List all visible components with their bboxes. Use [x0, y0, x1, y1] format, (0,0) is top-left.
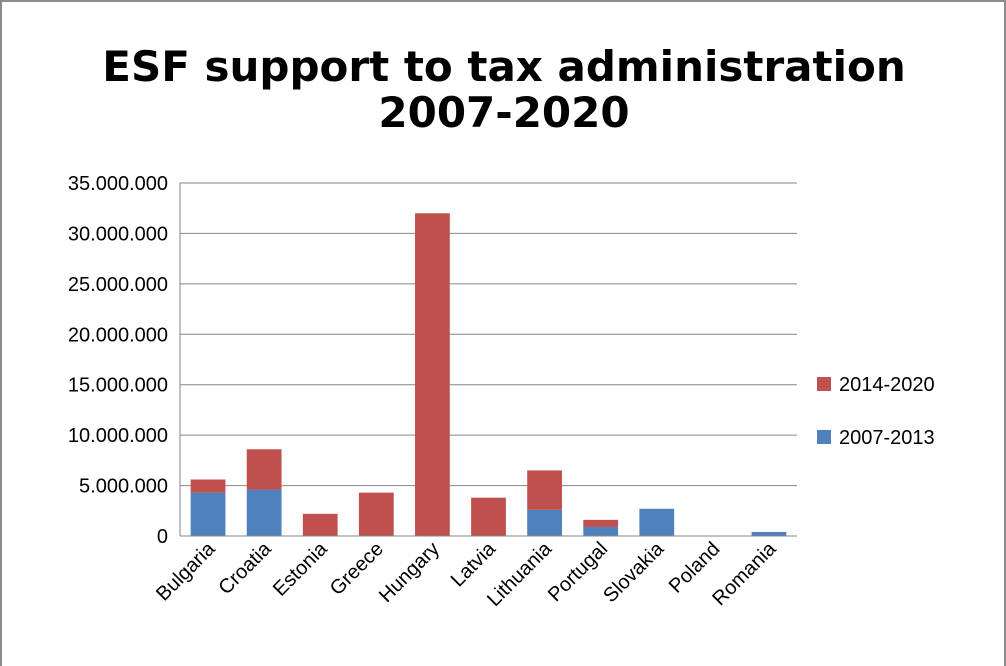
bar-2014-2020 — [190, 479, 226, 493]
x-tick-label: Slovakia — [599, 537, 669, 607]
bar-2014-2020 — [471, 497, 506, 536]
chart-title: ESF support to tax administration 2007-2… — [0, 44, 1006, 136]
y-tick-label: 35.000.000 — [68, 173, 168, 195]
legend-label: 2007-2013 — [839, 427, 935, 449]
x-tick-label: Portugal — [544, 538, 612, 606]
bar-2007-2013 — [751, 531, 787, 536]
y-tick-label: 20.000.000 — [68, 324, 168, 346]
bar-2014-2020 — [358, 492, 394, 536]
bar-2014-2020 — [302, 513, 338, 536]
bar-2014-2020 — [246, 449, 282, 490]
bar-2014-2020 — [527, 470, 562, 510]
x-tick-label: Romania — [708, 537, 781, 610]
bar-2007-2013 — [246, 489, 282, 536]
y-tick-label: 25.000.000 — [68, 274, 168, 296]
y-tick-label: 10.000.000 — [68, 425, 168, 447]
bar-2014-2020 — [583, 519, 619, 527]
x-tick-label: Latvia — [447, 537, 501, 591]
y-axis: 0 5.000.000 10.000.000 15.000.000 20.000.000… — [68, 173, 181, 548]
chart-title-line-1: ESF support to tax administration — [102, 42, 906, 91]
legend-swatch — [817, 377, 831, 391]
y-tick-label: 5.000.000 — [79, 476, 168, 498]
bar-2007-2013 — [190, 492, 226, 536]
bar-2014-2020 — [415, 213, 450, 536]
gridlines — [180, 182, 797, 537]
y-tick-label: 30.000.000 — [68, 223, 168, 245]
chart-title-line-2: 2007-2020 — [378, 88, 630, 137]
legend: 2014-2020 2007-2013 — [817, 374, 935, 449]
bar-2007-2013 — [527, 509, 562, 536]
x-tick-label: Hungary — [375, 538, 444, 607]
bar-2007-2013 — [639, 508, 675, 536]
bars — [190, 213, 787, 536]
x-tick-label: Estonia — [269, 537, 332, 600]
legend-label: 2014-2020 — [839, 374, 935, 396]
y-tick-label: 0 — [157, 526, 168, 548]
y-tick-label: 15.000.000 — [68, 375, 168, 397]
legend-swatch — [817, 430, 831, 444]
x-tick-label: Croatia — [215, 537, 277, 599]
bar-2007-2013 — [583, 526, 619, 536]
